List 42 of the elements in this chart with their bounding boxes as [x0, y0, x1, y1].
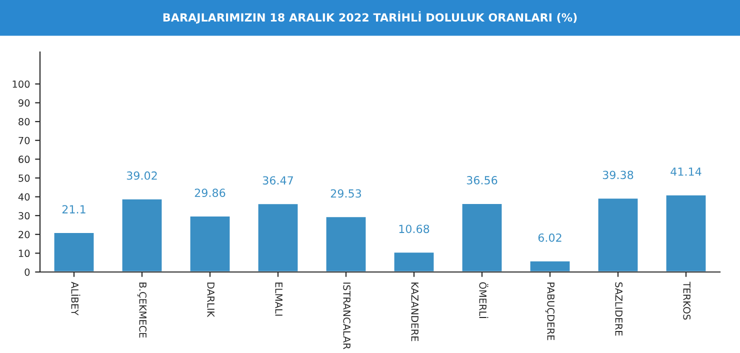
- data-label: 39.02: [126, 171, 157, 180]
- data-label: 29.86: [194, 188, 226, 198]
- x-tick-label: ALİBEY: [71, 282, 80, 316]
- data-label: 21.1: [62, 205, 86, 214]
- x-tick-label: SAZLIDERE: [615, 282, 623, 336]
- y-tick-label: 0: [24, 268, 30, 276]
- data-label: 6.02: [538, 233, 562, 242]
- x-tick-label: ISTRANCALAR: [343, 282, 351, 350]
- y-tick-label: 10: [18, 250, 30, 258]
- data-label: 10.68: [399, 224, 430, 234]
- bar: [256, 202, 300, 272]
- bar: [664, 194, 708, 272]
- y-tick-label: 80: [18, 118, 30, 126]
- bar: [596, 197, 640, 272]
- data-label: 41.14: [670, 168, 702, 176]
- y-tick-label: 40: [18, 193, 30, 201]
- bar: [120, 198, 164, 272]
- y-tick-label: 100: [12, 80, 30, 88]
- x-tick-label: B.ÇEKMECE: [137, 282, 147, 338]
- data-label: 29.53: [330, 189, 362, 198]
- y-tick-label: 50: [18, 174, 30, 182]
- chart-title: BARAJLARIMIZIN 18 ARALIK 2022 TARİHLİ DOLULUK ORANLARI (%): [163, 11, 577, 24]
- bar: [392, 251, 436, 272]
- bar: [188, 215, 232, 272]
- x-tick-label: PABUÇDERE: [545, 282, 555, 340]
- y-tick-label: 70: [18, 136, 30, 144]
- y-tick-label: 90: [18, 99, 30, 107]
- x-tick-label: ÖMERLİ: [479, 282, 488, 318]
- y-tick-label: 20: [18, 230, 30, 238]
- y-tick-label: 60: [18, 156, 30, 164]
- bar: [324, 216, 368, 272]
- data-label: 36.47: [262, 176, 293, 185]
- bar: [52, 232, 96, 272]
- data-label: 36.56: [466, 176, 498, 184]
- x-tick-label: ELMALI: [275, 282, 282, 316]
- bar: [460, 202, 504, 272]
- x-tick-label: KAZANDERE: [411, 282, 418, 342]
- x-tick-label: TERKOS: [683, 282, 691, 320]
- data-label: 39.38: [602, 170, 634, 180]
- bar: [528, 260, 572, 272]
- x-tick-label: DARLIK: [207, 282, 214, 318]
- y-tick-label: 30: [18, 212, 30, 220]
